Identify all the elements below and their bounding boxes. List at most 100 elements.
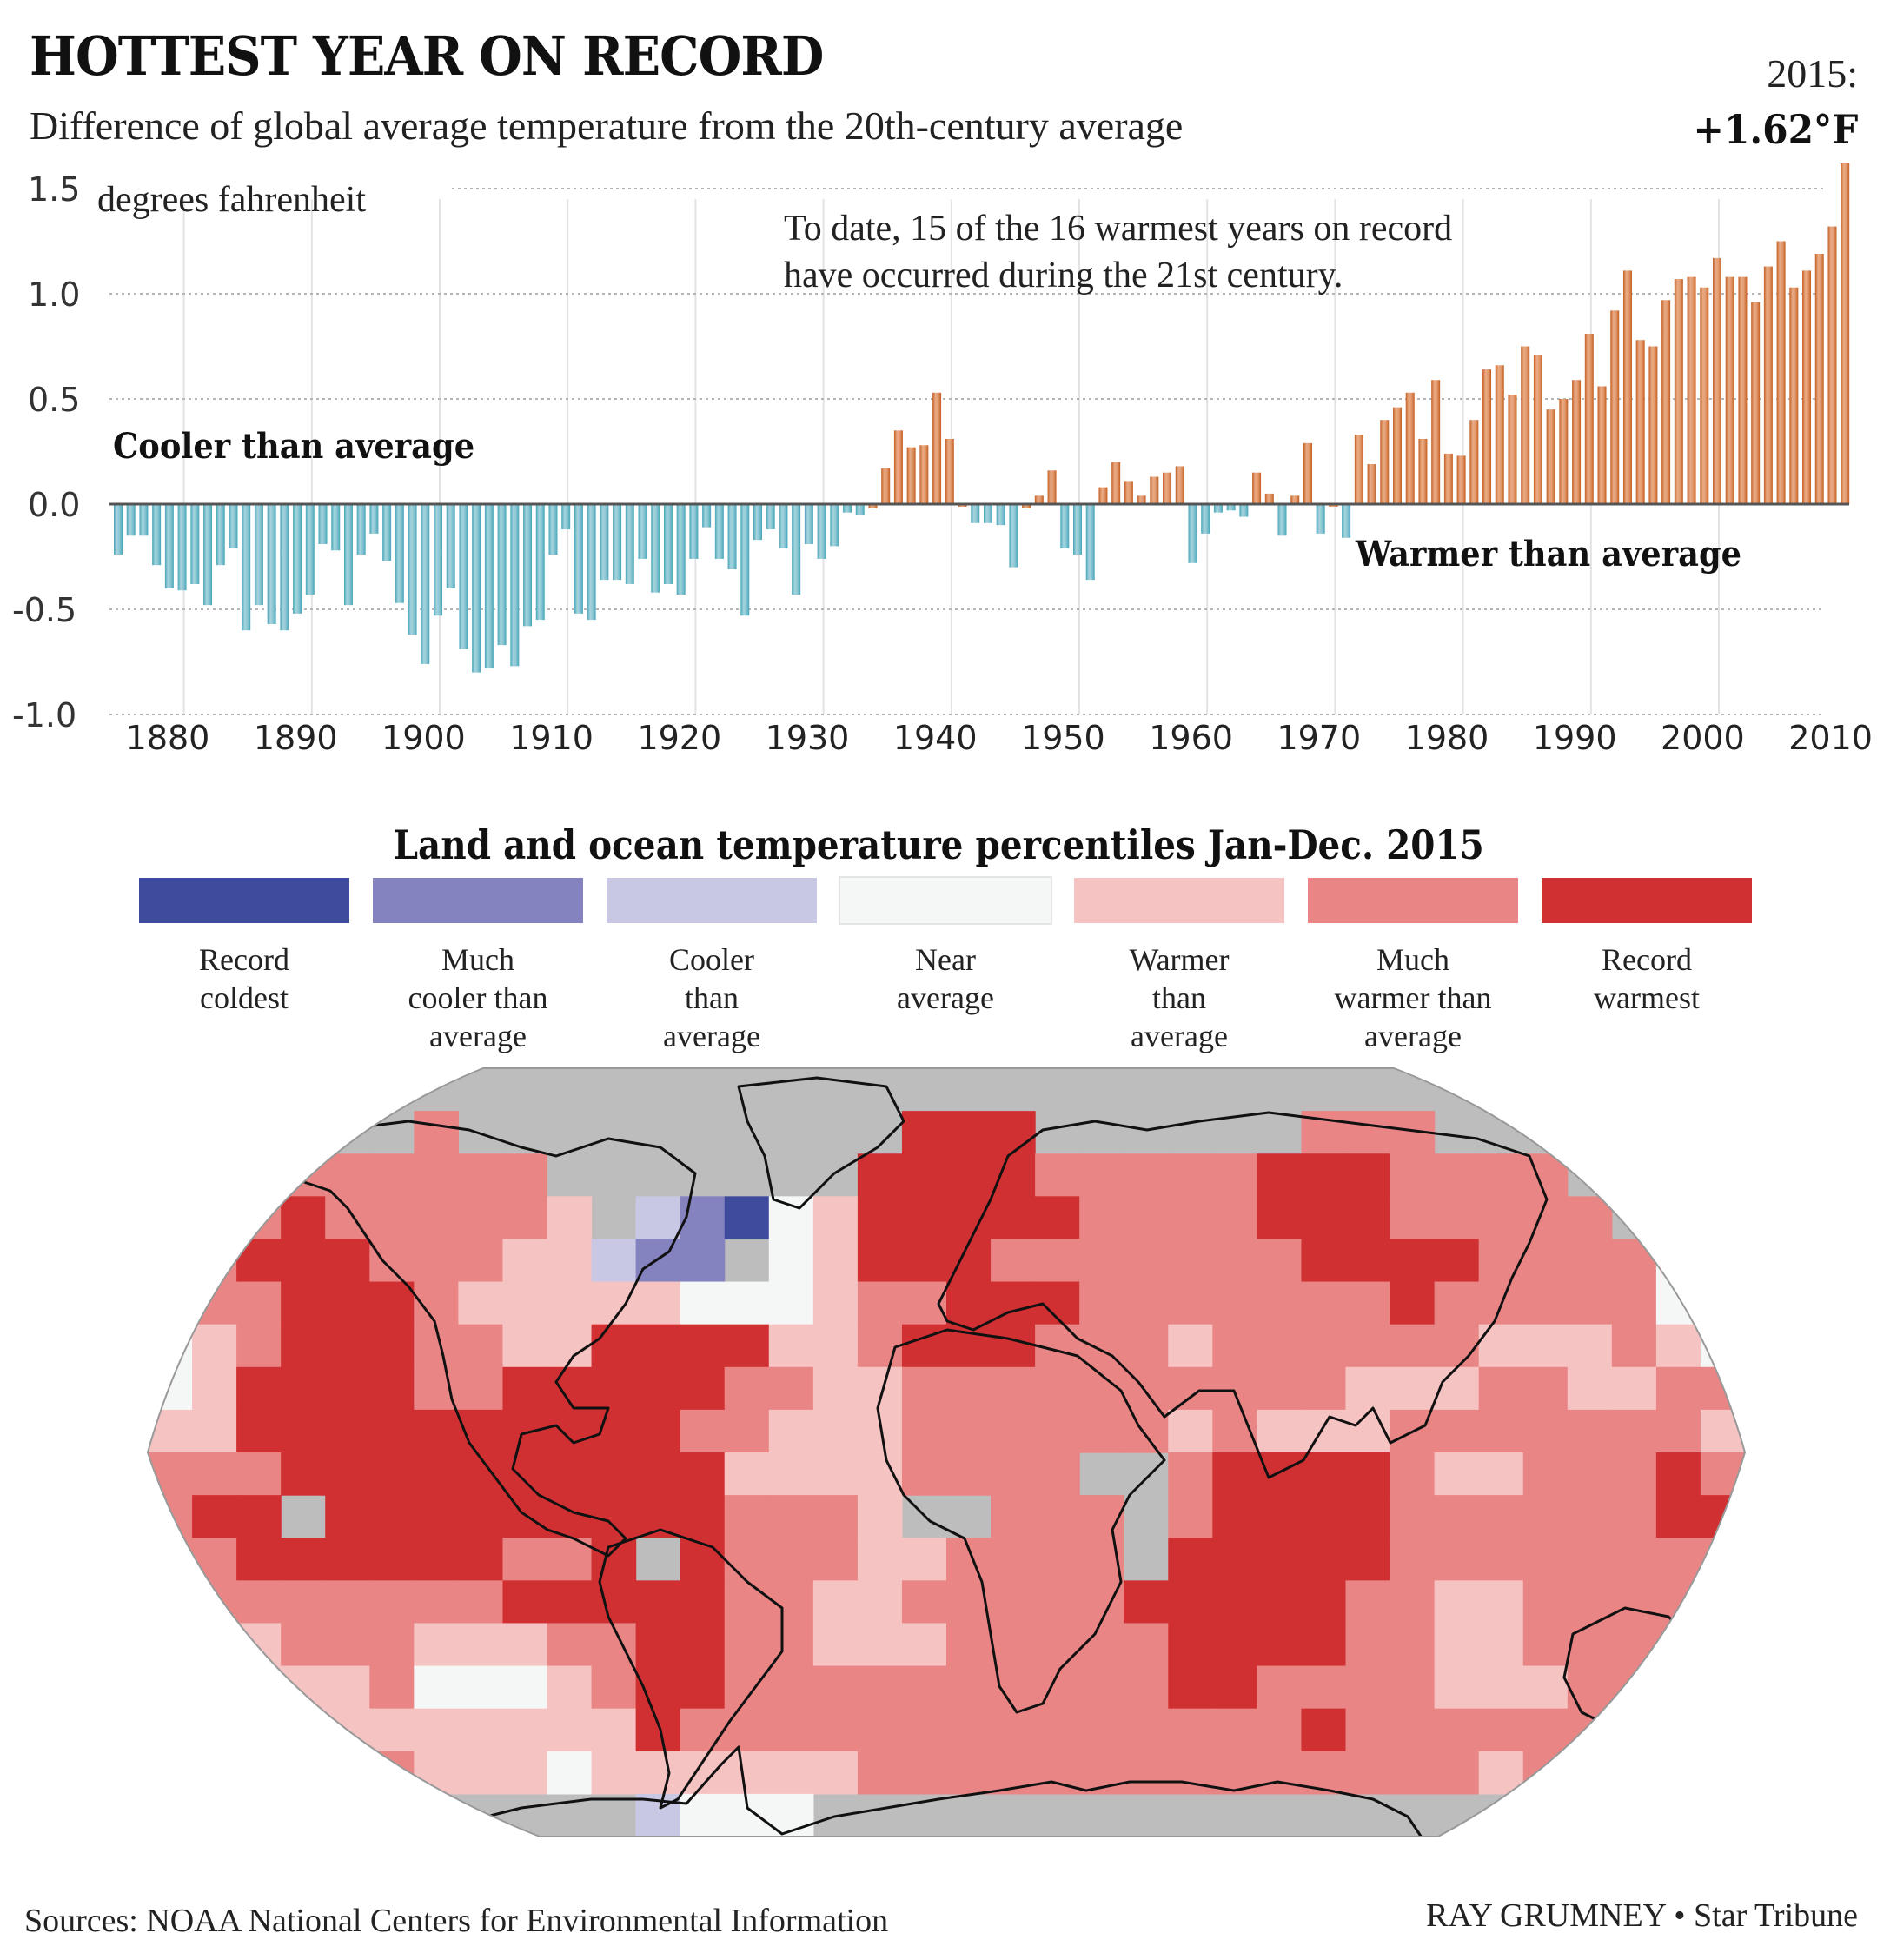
map-cell	[1301, 1409, 1347, 1453]
map-cell	[1478, 1538, 1524, 1581]
bar-1961	[1150, 476, 1159, 504]
map-cell	[946, 1751, 992, 1795]
map-cell	[1478, 1623, 1524, 1667]
map-cell	[768, 1751, 814, 1795]
map-cell	[591, 1366, 637, 1411]
map-cell	[812, 1495, 859, 1538]
bar-1888	[216, 504, 225, 566]
map-cell	[192, 1538, 237, 1581]
map-cell	[148, 1708, 193, 1752]
map-cell	[1434, 1665, 1480, 1710]
map-cell	[1522, 1409, 1569, 1453]
map-cell	[680, 1495, 726, 1538]
map-cell	[192, 1324, 237, 1368]
annotation-line-1: To date, 15 of the 16 warmest years on r…	[784, 209, 1453, 249]
map-cell	[724, 1324, 770, 1368]
map-cell	[812, 1538, 859, 1581]
callout-value: +1.62°F	[1693, 106, 1858, 153]
map-cell	[724, 1281, 770, 1325]
bar-2003	[1687, 276, 1696, 504]
map-cell	[547, 1452, 593, 1496]
map-cell	[1345, 1409, 1391, 1453]
y-tick-label: 0.5	[28, 381, 80, 419]
map-cell	[1434, 1538, 1480, 1581]
map-cell	[812, 1281, 859, 1325]
map-cell	[1567, 1708, 1613, 1752]
map-cell	[680, 1793, 726, 1837]
bar-1940	[881, 468, 891, 504]
map-cell	[680, 1281, 726, 1325]
map-cell	[680, 1665, 726, 1710]
map-cell	[1567, 1281, 1613, 1325]
map-cell	[325, 1580, 370, 1624]
map-cell	[1478, 1366, 1524, 1411]
map-title: Land and ocean temperature percentiles J…	[0, 821, 1877, 868]
bar-1986	[1469, 420, 1479, 504]
map-cell	[1124, 1196, 1169, 1240]
map-cell	[1301, 1281, 1347, 1325]
map-cell	[502, 1324, 548, 1368]
map-cell	[812, 1452, 859, 1496]
map-cell	[812, 1239, 859, 1283]
bar-1995	[1584, 333, 1594, 504]
map-cell	[325, 1495, 370, 1538]
bar-1921	[638, 504, 647, 559]
map-cell	[635, 1751, 681, 1795]
map-cell	[281, 1538, 326, 1581]
map-cell	[812, 1324, 859, 1368]
map-cell	[991, 1452, 1036, 1496]
map-cell	[857, 1751, 903, 1795]
map-cell	[1700, 1580, 1745, 1624]
map-cell	[1390, 1153, 1436, 1197]
bar-1977	[1354, 435, 1363, 504]
map-cell	[1567, 1665, 1613, 1710]
map-cell	[414, 1538, 459, 1581]
map-cell	[724, 1538, 770, 1581]
chart-annotation: To date, 15 of the 16 warmest years on r…	[784, 205, 1452, 299]
bar-1916	[574, 504, 583, 614]
map-cell	[901, 1665, 947, 1710]
map-cell	[1390, 1452, 1436, 1496]
bar-1978	[1367, 464, 1376, 504]
map-cell	[281, 1239, 326, 1283]
bar-1905	[434, 504, 442, 616]
map-cell	[236, 1409, 282, 1453]
map-cell	[768, 1281, 814, 1325]
bar-1960	[1137, 495, 1146, 504]
map-cell	[857, 1495, 903, 1538]
map-cell	[1522, 1665, 1569, 1710]
map-cell	[1655, 1538, 1701, 1581]
map-cell	[635, 1324, 681, 1368]
bar-1992	[1546, 409, 1555, 504]
map-cell	[768, 1708, 814, 1752]
map-cell	[1434, 1708, 1480, 1752]
map-cell	[1212, 1580, 1257, 1624]
map-cell	[1390, 1239, 1436, 1283]
map-cell	[458, 1495, 504, 1538]
bar-1956	[1085, 504, 1095, 581]
legend-item: Record coldest	[139, 878, 349, 1017]
map-cell	[1257, 1751, 1303, 1795]
legend-swatch	[139, 878, 349, 923]
bar-1913	[535, 504, 545, 621]
map-cell	[148, 1281, 193, 1325]
map-cell	[1655, 1239, 1701, 1283]
map-cell	[1301, 1665, 1347, 1710]
map-cell	[325, 1751, 370, 1795]
map-cell	[458, 1580, 504, 1624]
map-cell	[236, 1239, 282, 1283]
map-cell	[192, 1239, 237, 1283]
map-cell	[1257, 1409, 1303, 1453]
map-cell	[991, 1538, 1036, 1581]
map-cell	[680, 1580, 726, 1624]
map-cell	[991, 1196, 1036, 1240]
map-cell	[192, 1366, 237, 1411]
map-cell	[1611, 1708, 1657, 1752]
map-cell	[192, 1751, 237, 1795]
map-cell	[946, 1409, 992, 1453]
map-cell	[1522, 1708, 1569, 1752]
page-title: HOTTEST YEAR ON RECORD	[30, 24, 824, 88]
map-cell	[1035, 1623, 1080, 1667]
map-cell	[1301, 1538, 1347, 1581]
map-cell	[1567, 1495, 1613, 1538]
